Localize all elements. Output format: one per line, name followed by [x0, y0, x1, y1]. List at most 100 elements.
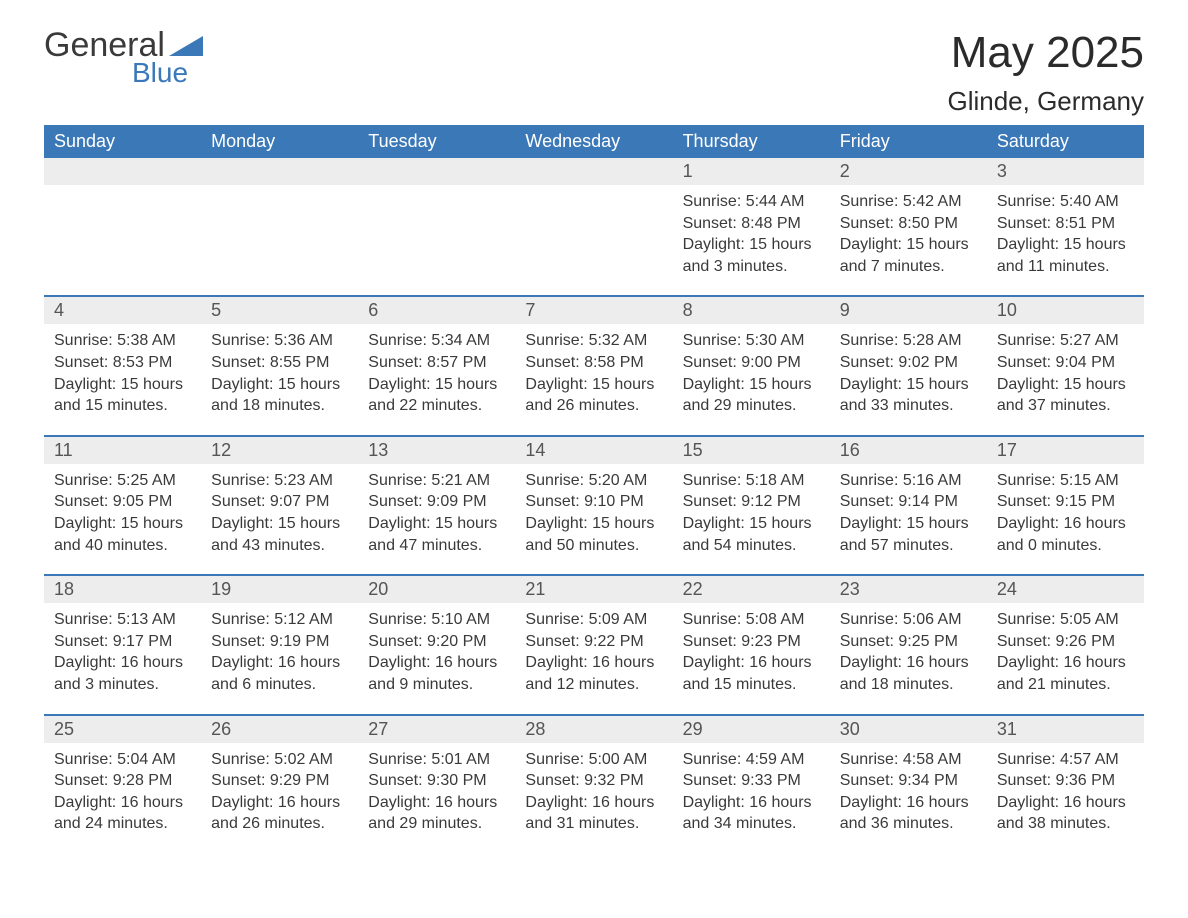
- daylight-line: Daylight: 15 hours and 3 minutes.: [683, 234, 820, 277]
- sunset-line: Sunset: 8:48 PM: [683, 213, 820, 235]
- sunrise-line: Sunrise: 5:21 AM: [368, 470, 505, 492]
- daylight-line: Daylight: 15 hours and 18 minutes.: [211, 374, 348, 417]
- sunrise-line: Sunrise: 5:04 AM: [54, 749, 191, 771]
- sunset-line: Sunset: 9:34 PM: [840, 770, 977, 792]
- day-cell: Sunrise: 5:01 AMSunset: 9:30 PMDaylight:…: [358, 743, 515, 853]
- daylight-line: Daylight: 16 hours and 12 minutes.: [525, 652, 662, 695]
- sunrise-line: Sunrise: 5:08 AM: [683, 609, 820, 631]
- day-number: 12: [201, 437, 358, 464]
- sunrise-line: Sunrise: 5:13 AM: [54, 609, 191, 631]
- sunset-line: Sunset: 9:25 PM: [840, 631, 977, 653]
- sunrise-line: Sunrise: 5:23 AM: [211, 470, 348, 492]
- sunrise-line: Sunrise: 5:06 AM: [840, 609, 977, 631]
- sunrise-line: Sunrise: 5:15 AM: [997, 470, 1134, 492]
- daylight-line: Daylight: 16 hours and 15 minutes.: [683, 652, 820, 695]
- sunrise-line: Sunrise: 5:27 AM: [997, 330, 1134, 352]
- day-header: Saturday: [987, 125, 1144, 158]
- page-title: May 2025: [947, 28, 1144, 78]
- day-number: 22: [673, 576, 830, 603]
- day-cell: [358, 185, 515, 295]
- day-number: 26: [201, 716, 358, 743]
- daylight-line: Daylight: 16 hours and 3 minutes.: [54, 652, 191, 695]
- day-header: Friday: [830, 125, 987, 158]
- day-cell: Sunrise: 5:08 AMSunset: 9:23 PMDaylight:…: [673, 603, 830, 713]
- day-number: 5: [201, 297, 358, 324]
- sunrise-line: Sunrise: 5:40 AM: [997, 191, 1134, 213]
- day-number: 1: [673, 158, 830, 185]
- day-cell: Sunrise: 4:57 AMSunset: 9:36 PMDaylight:…: [987, 743, 1144, 853]
- sunset-line: Sunset: 9:32 PM: [525, 770, 662, 792]
- day-header-row: SundayMondayTuesdayWednesdayThursdayFrid…: [44, 125, 1144, 158]
- sunset-line: Sunset: 9:05 PM: [54, 491, 191, 513]
- title-block: May 2025 Glinde, Germany: [947, 28, 1144, 117]
- day-number: 11: [44, 437, 201, 464]
- day-number: [201, 158, 358, 185]
- day-cell: [44, 185, 201, 295]
- sunset-line: Sunset: 9:09 PM: [368, 491, 505, 513]
- daylight-line: Daylight: 16 hours and 31 minutes.: [525, 792, 662, 835]
- header: General Blue May 2025 Glinde, Germany: [44, 28, 1144, 117]
- day-cell: [515, 185, 672, 295]
- sunrise-line: Sunrise: 5:00 AM: [525, 749, 662, 771]
- day-number: [44, 158, 201, 185]
- day-cell: [201, 185, 358, 295]
- day-number: 27: [358, 716, 515, 743]
- day-number: 19: [201, 576, 358, 603]
- day-number: 23: [830, 576, 987, 603]
- daylight-line: Daylight: 15 hours and 40 minutes.: [54, 513, 191, 556]
- daylight-line: Daylight: 16 hours and 38 minutes.: [997, 792, 1134, 835]
- day-cell: Sunrise: 5:12 AMSunset: 9:19 PMDaylight:…: [201, 603, 358, 713]
- sunrise-line: Sunrise: 5:16 AM: [840, 470, 977, 492]
- day-cell: Sunrise: 5:21 AMSunset: 9:09 PMDaylight:…: [358, 464, 515, 574]
- day-number: 20: [358, 576, 515, 603]
- sunset-line: Sunset: 9:30 PM: [368, 770, 505, 792]
- sunset-line: Sunset: 9:23 PM: [683, 631, 820, 653]
- sunset-line: Sunset: 9:12 PM: [683, 491, 820, 513]
- day-cell: Sunrise: 5:34 AMSunset: 8:57 PMDaylight:…: [358, 324, 515, 434]
- day-cell: Sunrise: 5:42 AMSunset: 8:50 PMDaylight:…: [830, 185, 987, 295]
- sunset-line: Sunset: 9:22 PM: [525, 631, 662, 653]
- daylight-line: Daylight: 16 hours and 24 minutes.: [54, 792, 191, 835]
- sunset-line: Sunset: 9:07 PM: [211, 491, 348, 513]
- sunrise-line: Sunrise: 5:30 AM: [683, 330, 820, 352]
- day-number: 14: [515, 437, 672, 464]
- day-number: 3: [987, 158, 1144, 185]
- sunset-line: Sunset: 8:53 PM: [54, 352, 191, 374]
- day-number: 30: [830, 716, 987, 743]
- daylight-line: Daylight: 15 hours and 57 minutes.: [840, 513, 977, 556]
- day-cell: Sunrise: 5:20 AMSunset: 9:10 PMDaylight:…: [515, 464, 672, 574]
- daylight-line: Daylight: 15 hours and 29 minutes.: [683, 374, 820, 417]
- sunrise-line: Sunrise: 5:05 AM: [997, 609, 1134, 631]
- day-number: 13: [358, 437, 515, 464]
- day-number: 17: [987, 437, 1144, 464]
- sunrise-line: Sunrise: 5:34 AM: [368, 330, 505, 352]
- sunrise-line: Sunrise: 5:44 AM: [683, 191, 820, 213]
- page-subtitle: Glinde, Germany: [947, 86, 1144, 117]
- daylight-line: Daylight: 16 hours and 6 minutes.: [211, 652, 348, 695]
- sunset-line: Sunset: 9:10 PM: [525, 491, 662, 513]
- day-number: 16: [830, 437, 987, 464]
- day-cell: Sunrise: 5:36 AMSunset: 8:55 PMDaylight:…: [201, 324, 358, 434]
- day-cell: Sunrise: 4:59 AMSunset: 9:33 PMDaylight:…: [673, 743, 830, 853]
- sunrise-line: Sunrise: 5:18 AM: [683, 470, 820, 492]
- day-header: Wednesday: [515, 125, 672, 158]
- day-cell: Sunrise: 5:00 AMSunset: 9:32 PMDaylight:…: [515, 743, 672, 853]
- daylight-line: Daylight: 15 hours and 47 minutes.: [368, 513, 505, 556]
- daylight-line: Daylight: 15 hours and 15 minutes.: [54, 374, 191, 417]
- day-number: 9: [830, 297, 987, 324]
- sunrise-line: Sunrise: 4:57 AM: [997, 749, 1134, 771]
- day-number: 25: [44, 716, 201, 743]
- daylight-line: Daylight: 16 hours and 26 minutes.: [211, 792, 348, 835]
- day-cell: Sunrise: 5:02 AMSunset: 9:29 PMDaylight:…: [201, 743, 358, 853]
- daylight-line: Daylight: 15 hours and 7 minutes.: [840, 234, 977, 277]
- sunrise-line: Sunrise: 4:58 AM: [840, 749, 977, 771]
- sunrise-line: Sunrise: 5:38 AM: [54, 330, 191, 352]
- sunset-line: Sunset: 9:28 PM: [54, 770, 191, 792]
- logo: General Blue: [44, 28, 205, 89]
- sunrise-line: Sunrise: 5:01 AM: [368, 749, 505, 771]
- week: 45678910Sunrise: 5:38 AMSunset: 8:53 PMD…: [44, 295, 1144, 434]
- sunset-line: Sunset: 9:29 PM: [211, 770, 348, 792]
- sunrise-line: Sunrise: 5:28 AM: [840, 330, 977, 352]
- sunset-line: Sunset: 9:04 PM: [997, 352, 1134, 374]
- daylight-line: Daylight: 16 hours and 9 minutes.: [368, 652, 505, 695]
